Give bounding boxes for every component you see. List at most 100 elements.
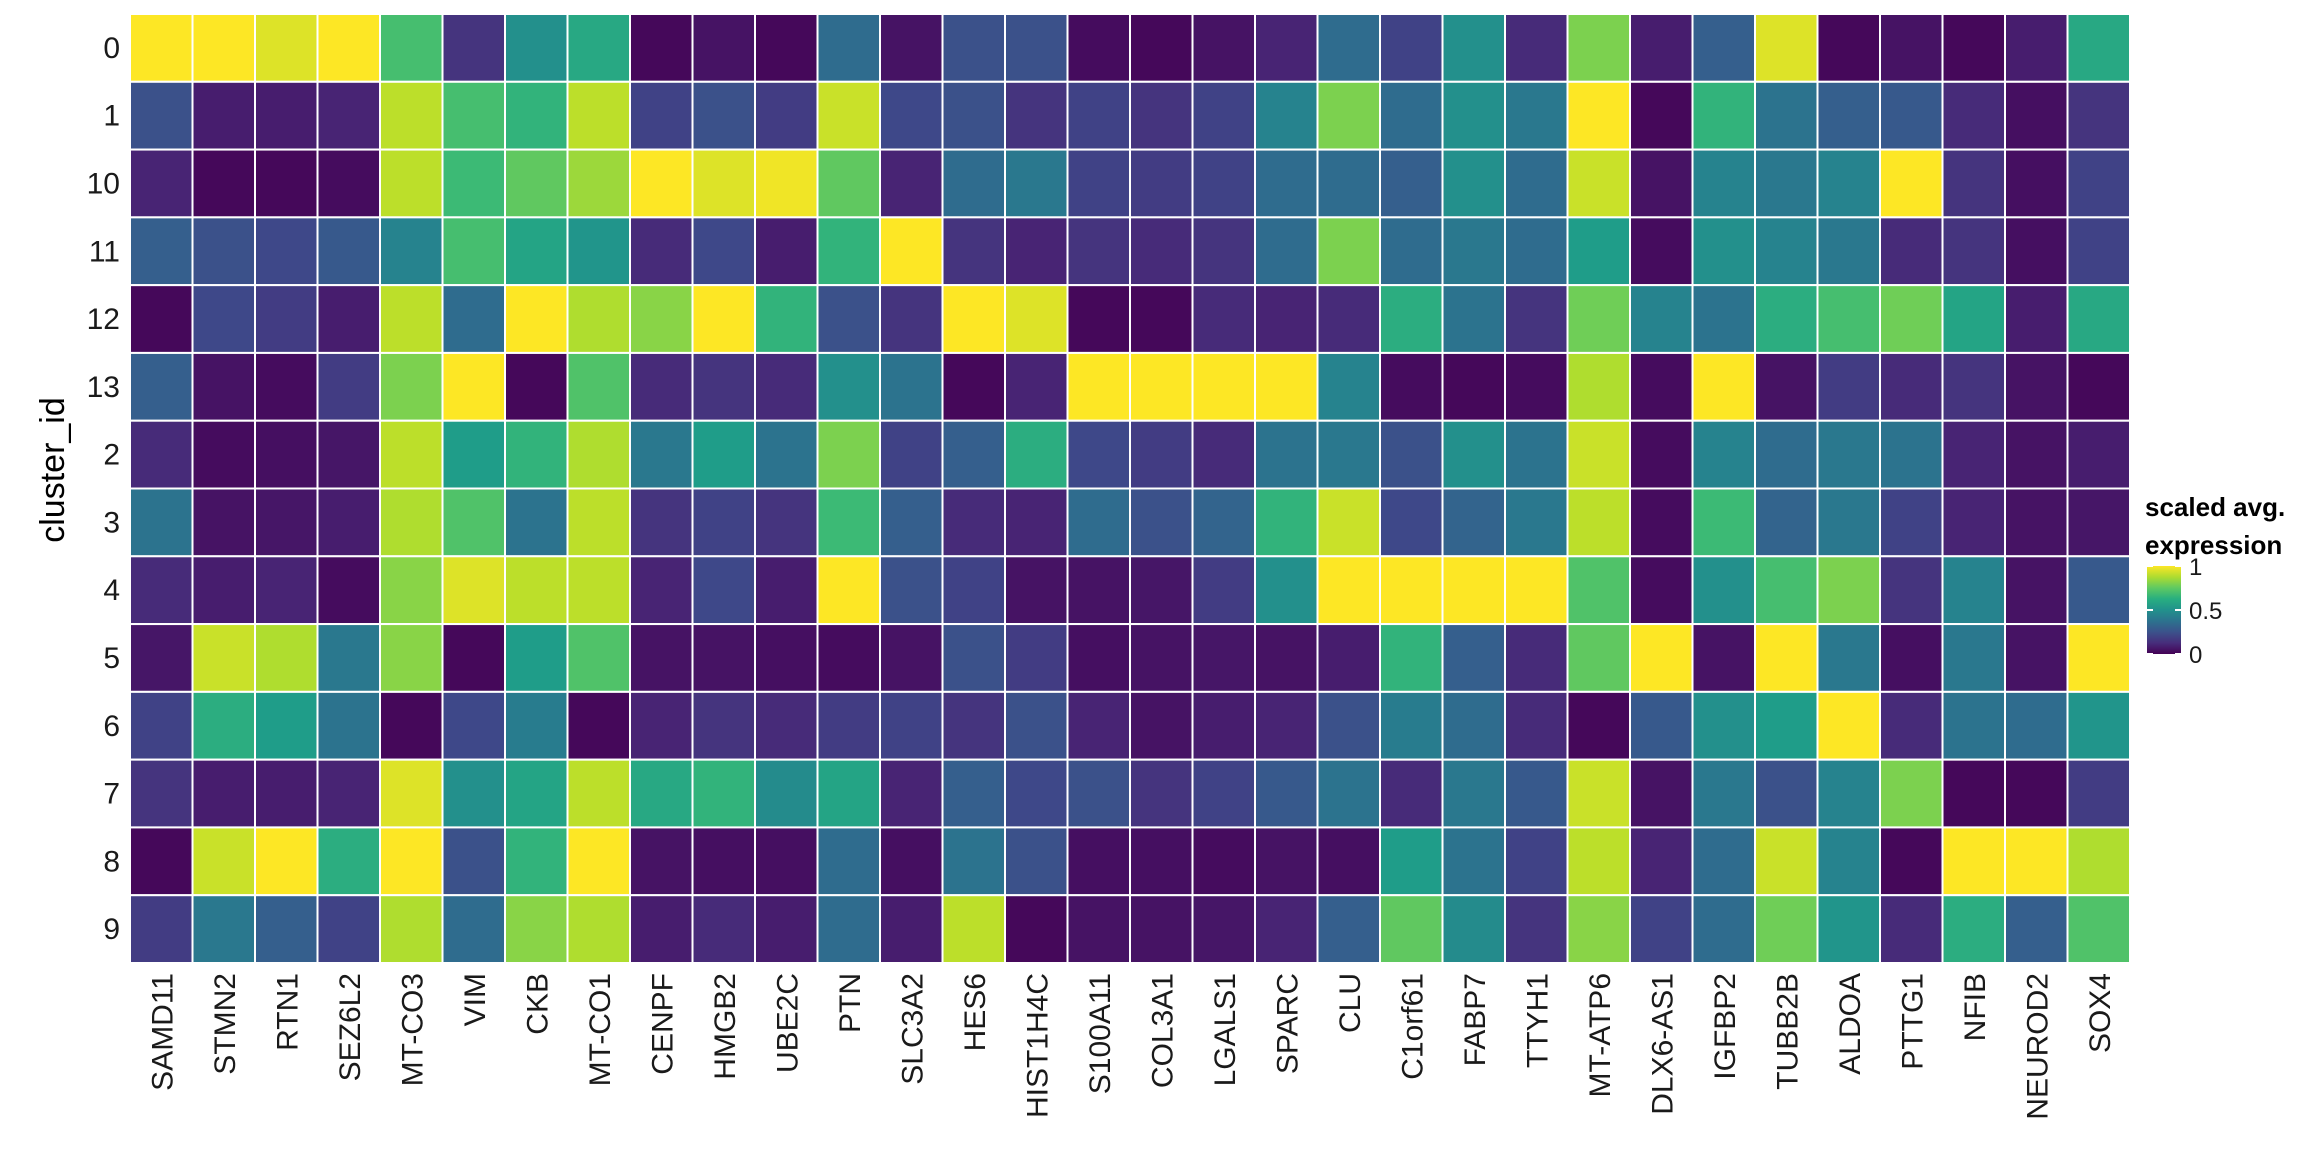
x-tick-label: NFIB [1959,973,1992,1041]
heatmap-cell [1941,690,2006,761]
heatmap-cell [504,216,569,287]
heatmap-cell [1879,894,1944,965]
heatmap-cell [2004,13,2069,83]
heatmap-cell [691,826,756,897]
heatmap-cell [691,894,756,965]
heatmap-cell [2066,284,2131,354]
heatmap-cell [1379,826,1444,897]
heatmap-cell [441,894,506,965]
heatmap-cell [1504,148,1569,219]
heatmap-cell [316,284,381,354]
heatmap-cell [1566,555,1631,626]
heatmap-cell [566,284,631,354]
x-tick-label: SLC3A2 [896,973,929,1085]
heatmap-cell [1816,758,1881,829]
heatmap-cell [1941,419,2006,490]
heatmap-cell [129,148,194,219]
heatmap-cell [691,623,756,693]
heatmap-cell [129,284,194,354]
heatmap-cell [879,826,944,897]
legend-ticks: 10.50 [2147,554,2222,669]
heatmap-cell [1754,419,1819,490]
heatmap-cell [1754,284,1819,354]
heatmap-cell [441,419,506,490]
heatmap-cell [1441,690,1506,761]
heatmap-cell [1129,216,1194,287]
heatmap-cell [754,894,819,965]
heatmap-cell [1254,487,1319,558]
heatmap-cell [1691,826,1756,897]
heatmap-cell [2004,148,2069,219]
heatmap-cell [1066,826,1131,897]
heatmap-cell [1629,419,1694,490]
heatmap-cell [566,80,631,151]
heatmap-cell [1129,758,1194,829]
heatmap-cell [129,80,194,151]
heatmap-cell [441,623,506,693]
legend-tick-label: 0 [2189,642,2202,669]
heatmap-cell [1566,758,1631,829]
heatmap-cell [1754,623,1819,693]
x-tick-label: S100A11 [1084,973,1117,1094]
y-tick-labels: 0 1 10 11 12 13 2 3 4 5 6 7 8 9 [87,32,120,946]
heatmap-cell [566,148,631,219]
heatmap-cell [1816,216,1881,287]
y-tick-label: 0 [103,32,120,65]
heatmap-cell [1191,487,1256,558]
heatmap-cell [504,487,569,558]
x-tick-label: SAMD11 [146,973,179,1091]
heatmap-cell [2066,894,2131,965]
heatmap-cell [316,826,381,897]
heatmap-cell [1504,13,1569,83]
heatmap-cell [941,487,1006,558]
heatmap-cell [254,555,319,626]
heatmap-cell [1754,758,1819,829]
heatmap-cell [1879,80,1944,151]
heatmap-cell [379,80,444,151]
heatmap-cell [254,216,319,287]
heatmap-cell [129,894,194,965]
heatmap-cell [504,148,569,219]
heatmap-cell [1566,284,1631,354]
heatmap-cell [1941,216,2006,287]
heatmap-cell [504,80,569,151]
heatmap-cell [1879,690,1944,761]
heatmap-cell [1691,148,1756,219]
heatmap-cell [1129,148,1194,219]
heatmap-cell [1504,487,1569,558]
heatmap-cell [816,555,881,626]
heatmap-cell [566,216,631,287]
heatmap-cell [1066,894,1131,965]
heatmap-cell [379,623,444,693]
heatmap-cell [1004,351,1069,422]
heatmap-cell [1004,216,1069,287]
heatmap-cell [191,148,256,219]
heatmap-cell [1316,826,1381,897]
heatmap-cell [379,216,444,287]
heatmap-cell [1816,894,1881,965]
x-tick-label: C1orf61 [1396,973,1429,1080]
heatmap-cell [941,623,1006,693]
heatmap-cell [629,13,694,83]
heatmap-cell [1879,148,1944,219]
heatmap-cell [1566,216,1631,287]
heatmap-cell [2004,80,2069,151]
heatmap-cell [191,351,256,422]
heatmap-cell [629,826,694,897]
heatmap-cell [1441,284,1506,354]
legend-title-line1: scaled avg. [2145,492,2285,522]
x-tick-label: CLU [1334,973,1367,1033]
heatmap-cell [1879,216,1944,287]
x-tick-label: UBE2C [771,973,804,1073]
heatmap-cell [1879,826,1944,897]
heatmap-cell [629,894,694,965]
heatmap-cell [879,13,944,83]
heatmap-cell [1004,623,1069,693]
heatmap-cell [191,13,256,83]
heatmap-cell [1129,13,1194,83]
heatmap-cell [1691,351,1756,422]
heatmap-cell [1191,690,1256,761]
heatmap-cell [691,284,756,354]
heatmap-cell [129,419,194,490]
